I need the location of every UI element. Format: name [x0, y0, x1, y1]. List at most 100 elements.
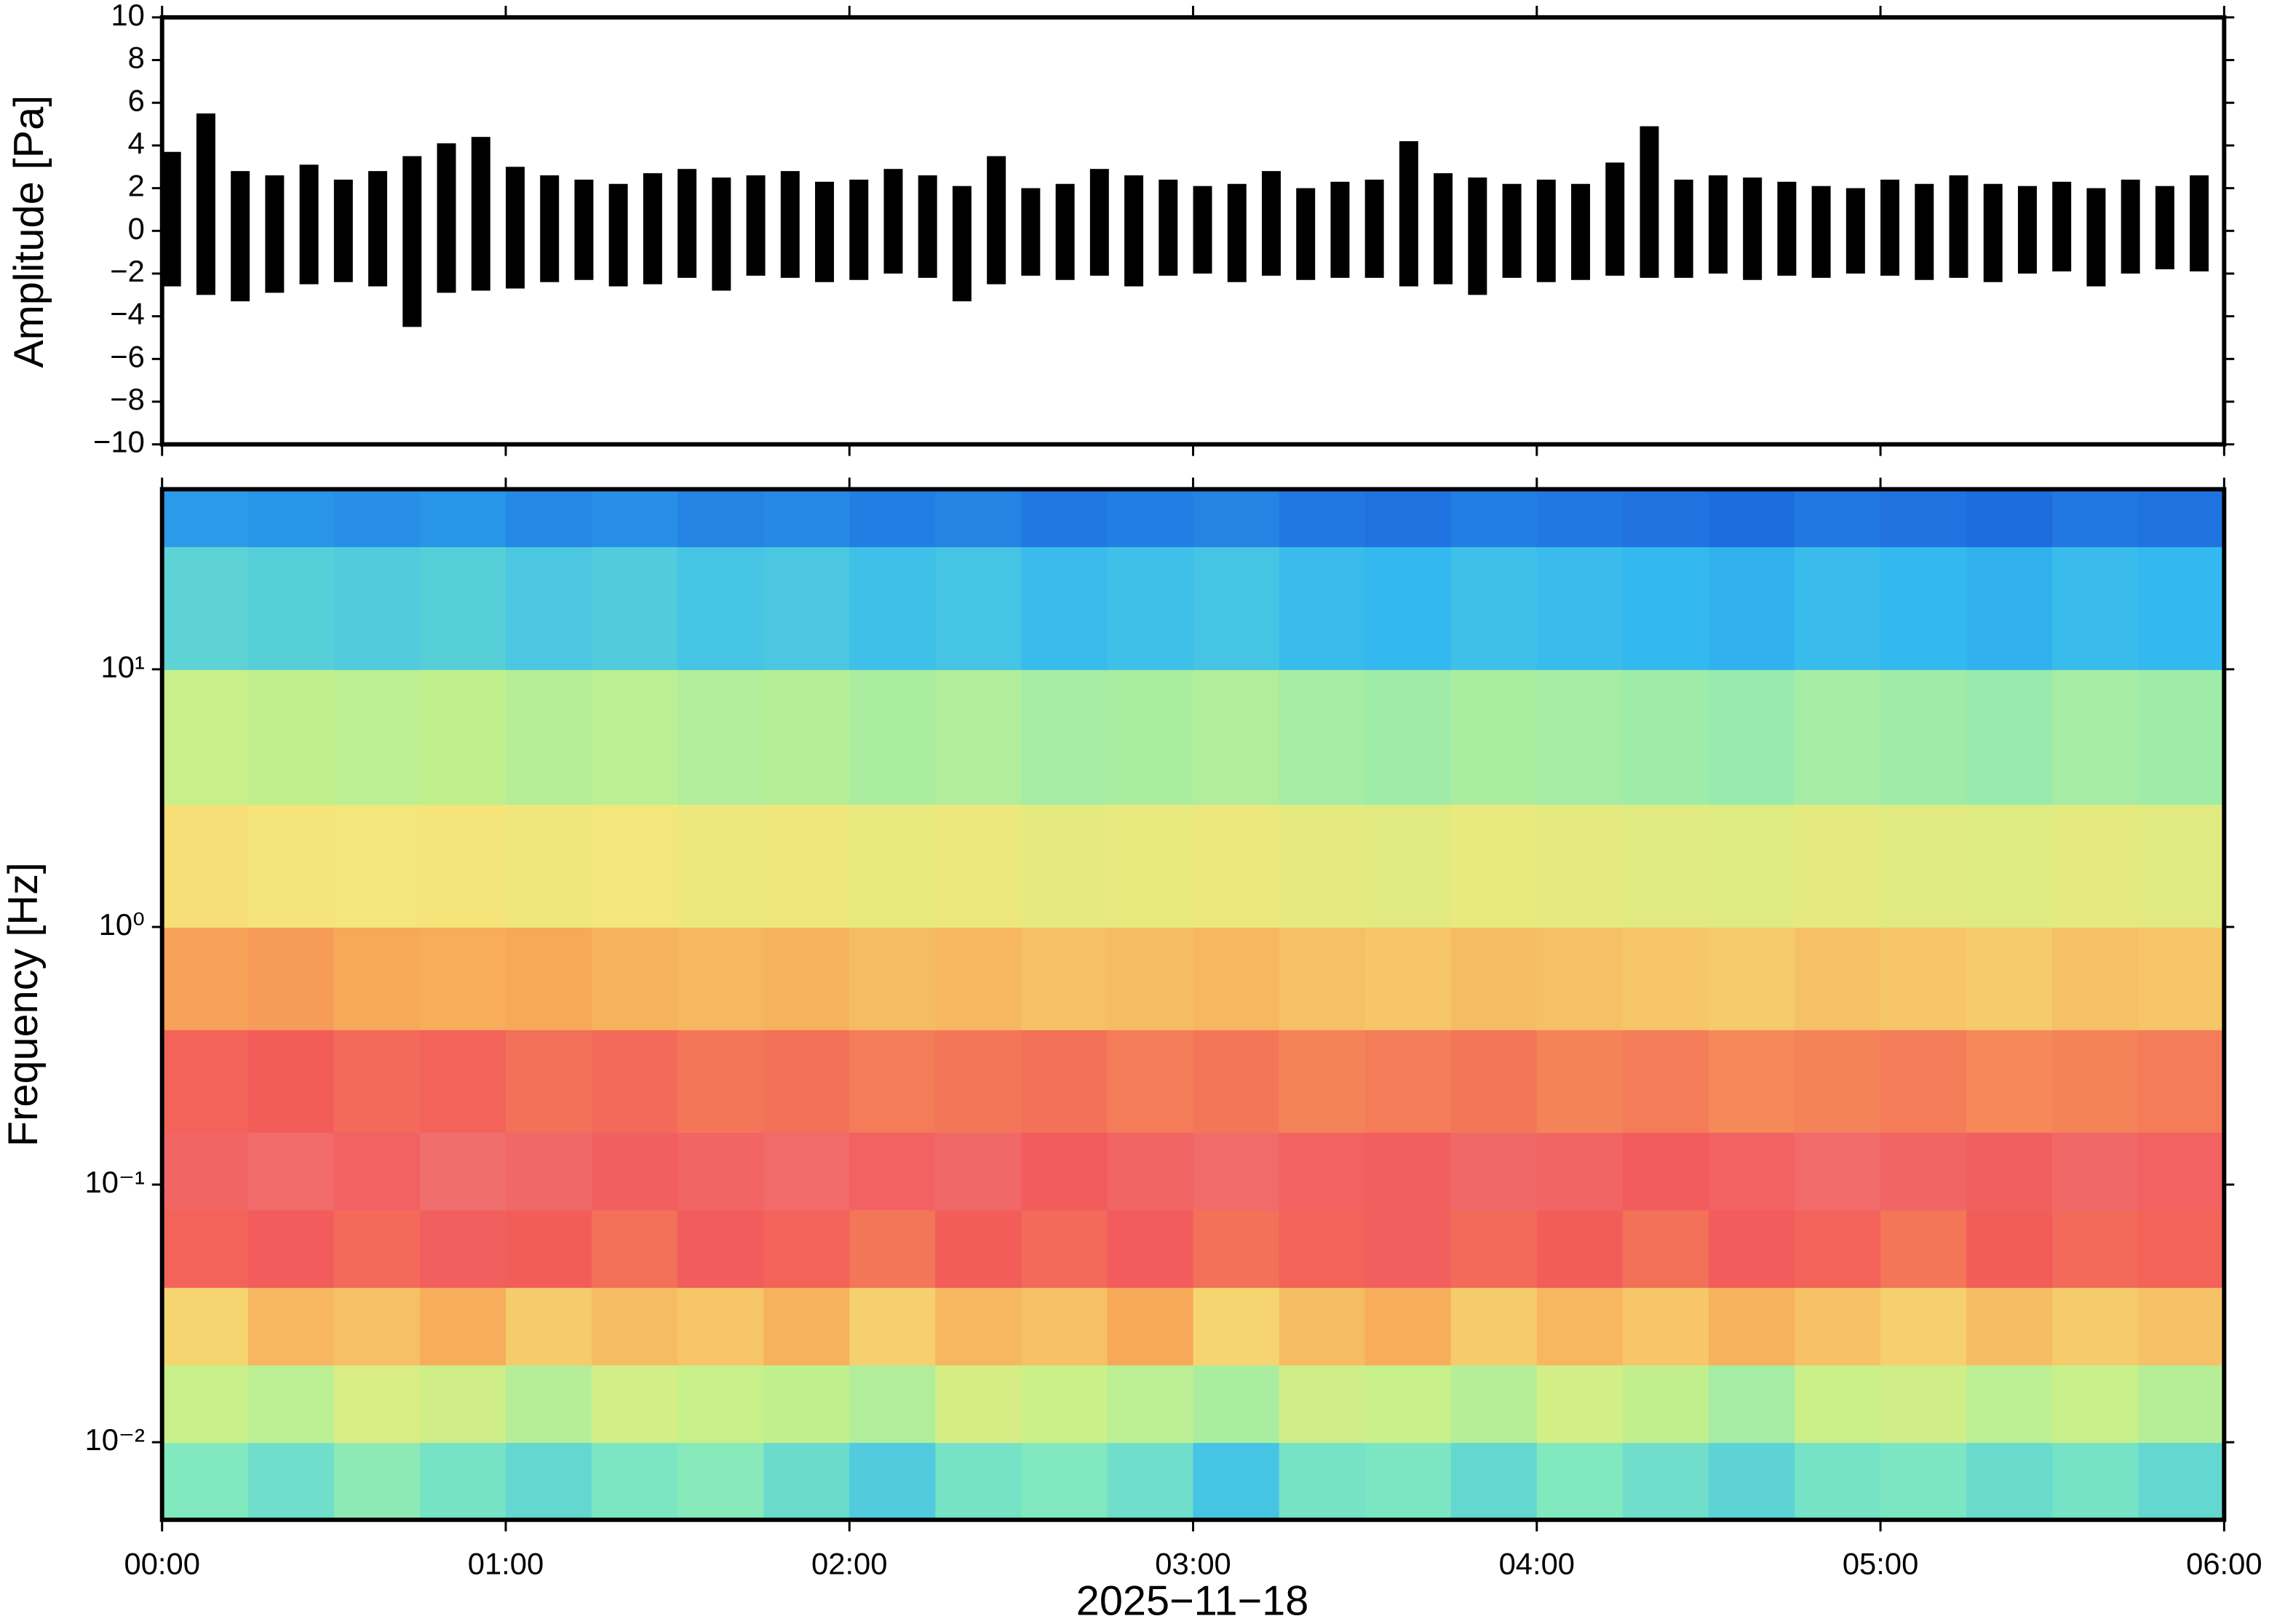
spectrogram-cell	[1364, 1442, 1452, 1521]
spectrogram-cell	[1966, 1364, 2054, 1444]
x-tick-label: 06:00	[2186, 1546, 2262, 1580]
spectrogram-cell	[935, 926, 1022, 1030]
spectrogram-cell	[1622, 1286, 1709, 1366]
spectrogram-cell	[677, 669, 765, 805]
spectrogram-cell	[935, 1286, 1022, 1366]
spectrogram-cell	[419, 1131, 506, 1211]
amplitude-envelope	[849, 179, 869, 280]
spectrogram-cell	[1364, 546, 1452, 670]
spectrogram-cell	[1536, 489, 1624, 547]
spectrogram-cell	[1622, 804, 1709, 928]
spectrogram-cell	[1622, 1364, 1709, 1444]
y-tick-label: 8	[128, 41, 145, 75]
spectrogram-cell	[505, 926, 593, 1030]
y-tick-label: 4	[128, 126, 145, 160]
spectrogram-cell	[1279, 804, 1366, 928]
spectrogram-cell	[333, 1286, 421, 1366]
spectrogram-cell	[1536, 1286, 1624, 1366]
spectrogram-cell	[2138, 489, 2225, 547]
spectrogram-cell	[1193, 489, 1280, 547]
spectrogram-cell	[677, 926, 765, 1030]
amplitude-envelope	[1434, 173, 1453, 284]
spectrogram-cell	[247, 926, 335, 1030]
spectrogram-cell	[935, 669, 1022, 805]
spectrogram-cell	[1364, 1286, 1452, 1366]
spectrogram-cell	[763, 546, 851, 670]
y-tick-label: 10⁻²	[84, 1422, 144, 1457]
amplitude-envelope	[883, 169, 903, 274]
amplitude-envelope	[1055, 183, 1075, 280]
spectrogram-cell	[247, 489, 335, 547]
spectrogram-cell	[849, 1364, 937, 1444]
spectrogram-cell	[1708, 669, 1796, 805]
spectrogram-cell	[1021, 546, 1108, 670]
spectrogram-cell	[2138, 669, 2225, 805]
spectrogram-cell	[1107, 1131, 1194, 1211]
amplitude-envelope	[2121, 179, 2140, 274]
amplitude-envelope	[712, 177, 731, 291]
spectrogram-cell	[1966, 489, 2054, 547]
spectrogram-cell	[1708, 1131, 1796, 1211]
x-tick-label: 01:00	[468, 1546, 544, 1580]
spectrogram-cell	[1966, 1209, 2054, 1288]
spectrogram-cell	[677, 1364, 765, 1444]
spectrogram-cell	[1795, 669, 1882, 805]
spectrogram-cell	[1364, 489, 1452, 547]
spectrogram-cell	[247, 804, 335, 928]
spectrogram-cell	[1107, 926, 1194, 1030]
spectrogram-cell	[419, 1209, 506, 1288]
spectrogram-cell	[1708, 1364, 1796, 1444]
spectrogram-cell	[1450, 1364, 1538, 1444]
spectrogram-cell	[505, 804, 593, 928]
spectrogram-cell	[2052, 546, 2139, 670]
spectrogram-cell	[1966, 669, 2054, 805]
spectrogram-cell	[1279, 1131, 1366, 1211]
spectrogram-cell	[763, 1131, 851, 1211]
spectrogram-cell	[1364, 804, 1452, 928]
spectrogram-cell	[333, 546, 421, 670]
spectrogram-cell	[935, 1131, 1022, 1211]
spectrogram-cell	[1364, 1364, 1452, 1444]
spectrogram-cell	[1880, 489, 1968, 547]
spectrogram-cell	[1622, 489, 1709, 547]
y-tick-label: −8	[110, 382, 145, 416]
spectrogram-cell	[1279, 546, 1366, 670]
spectrogram-cell	[1364, 669, 1452, 805]
spectrogram-cell	[247, 1209, 335, 1288]
amplitude-envelope	[1743, 177, 1763, 280]
amplitude-envelope	[1708, 175, 1728, 274]
spectrogram-cell	[1795, 1209, 1882, 1288]
spectrogram-cell	[1536, 669, 1624, 805]
spectrogram-cell	[2138, 1442, 2225, 1521]
amplitude-envelope	[402, 156, 422, 327]
amplitude-envelope	[2190, 175, 2209, 272]
spectrogram-cell	[1880, 804, 1968, 928]
spectrogram-cell	[592, 1286, 679, 1366]
spectrogram-cell	[1622, 926, 1709, 1030]
amplitude-envelope	[299, 164, 319, 284]
spectrogram-cell	[1279, 1029, 1366, 1133]
spectrogram-cell	[763, 926, 851, 1030]
amplitude-envelope	[746, 175, 766, 276]
spectrogram-cell	[677, 1286, 765, 1366]
amplitude-envelope	[2155, 186, 2174, 270]
spectrogram-cell	[2052, 669, 2139, 805]
spectrogram-cell	[1708, 804, 1796, 928]
amplitude-envelope	[677, 169, 697, 278]
amplitude-envelope	[1468, 177, 1487, 295]
spectrogram-cell	[1622, 546, 1709, 670]
y-tick-label: 2	[128, 169, 145, 203]
spectrogram-cell	[419, 546, 506, 670]
amplitude-envelope	[1159, 179, 1178, 276]
spectrogram-cell	[505, 1131, 593, 1211]
spectrogram-cell	[763, 1442, 851, 1521]
amplitude-envelope	[780, 171, 800, 278]
spectrogram-cell	[1795, 1442, 1882, 1521]
amplitude-envelope	[815, 181, 835, 282]
amplitude-envelope	[196, 113, 215, 295]
spectrogram-cell	[419, 669, 506, 805]
amplitude-envelope	[1640, 126, 1659, 278]
spectrogram-cell	[1880, 1286, 1968, 1366]
spectrogram-cell	[935, 1029, 1022, 1133]
spectrogram-cell	[2052, 489, 2139, 547]
